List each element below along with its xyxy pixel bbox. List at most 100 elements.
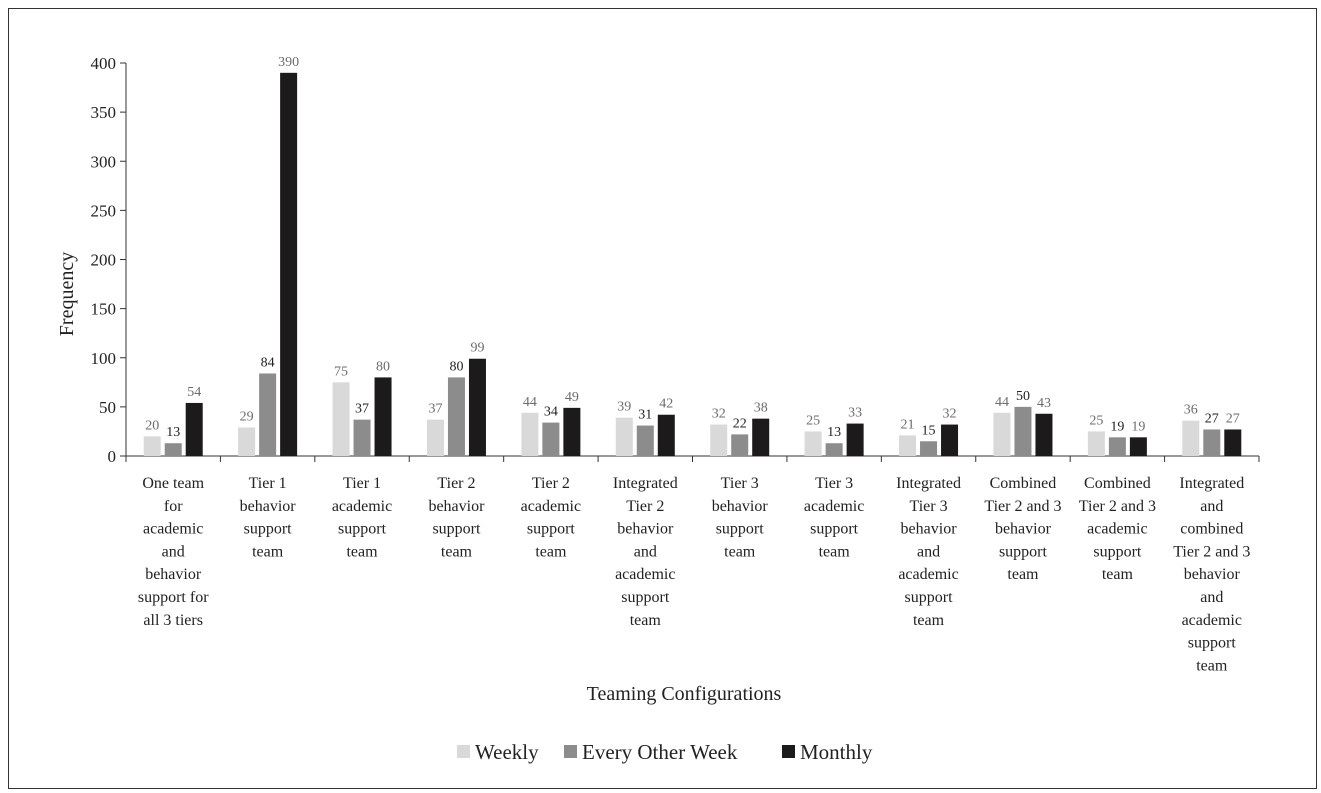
- x-tick-label-line: support: [527, 521, 576, 538]
- data-label: 25: [806, 413, 820, 428]
- x-tick-label-line: academic: [1182, 612, 1242, 629]
- bars: [143, 72, 1242, 456]
- x-tick-label: Integrated Tier 3 behavior and academic suppo…: [896, 475, 961, 629]
- x-tick-label-line: academic: [615, 566, 675, 583]
- bar-monthly: [185, 402, 203, 456]
- x-tick-label-line: academic: [332, 498, 392, 515]
- x-tick-label-line: team: [252, 543, 284, 560]
- x-tick-label-line: support: [810, 521, 859, 538]
- bar-every-other-week: [825, 443, 843, 456]
- x-tick-label: Tier 1 behavior support team: [240, 475, 297, 560]
- data-label: 22: [733, 416, 747, 431]
- data-label: 20: [145, 418, 159, 433]
- x-tick-label: Tier 3 behavior support team: [712, 475, 769, 560]
- data-label: 34: [544, 405, 558, 420]
- x-tick-label-line: team: [1196, 657, 1228, 674]
- data-label: 84: [261, 355, 275, 370]
- data-label: 37: [428, 402, 442, 417]
- data-label: 15: [922, 423, 936, 438]
- x-tick-label: Tier 2 behavior support team: [428, 475, 485, 560]
- legend-label: Weekly: [475, 740, 539, 764]
- x-tick-label-line: all 3 tiers: [143, 612, 203, 629]
- bar-every-other-week: [1014, 406, 1032, 456]
- bar-every-other-week: [259, 373, 277, 456]
- y-tick-label: 150: [91, 300, 117, 319]
- y-tick-label: 350: [91, 103, 117, 122]
- data-label: 80: [376, 359, 390, 374]
- bar-monthly: [752, 418, 770, 456]
- bar-every-other-week: [636, 425, 654, 456]
- data-label: 27: [1205, 411, 1219, 426]
- x-tick-label: One team for academic and behavior support fo…: [138, 475, 209, 629]
- x-tick-label-line: Tier 2: [532, 475, 570, 492]
- x-tick-label-line: support: [1188, 635, 1237, 652]
- y-tick-label: 400: [91, 54, 117, 73]
- x-tick-label: Tier 1 academic support team: [332, 475, 392, 560]
- x-axis: [125, 455, 1260, 462]
- x-tick-label-line: behavior: [240, 498, 297, 515]
- bar-monthly: [468, 358, 486, 456]
- legend: Weekly Every Other Week Monthly: [457, 740, 873, 764]
- legend-label: Monthly: [800, 740, 873, 764]
- x-tick-label-line: Tier 1: [249, 475, 287, 492]
- x-tick-label: Tier 3 academic support team: [804, 475, 864, 560]
- bar-monthly: [374, 377, 392, 456]
- x-axis-title: Teaming Configurations: [587, 683, 782, 705]
- x-tick-label-line: behavior: [1184, 566, 1241, 583]
- data-label: 44: [523, 395, 537, 410]
- x-tick-label-line: support: [999, 543, 1048, 560]
- x-tick-label-line: Tier 2 and 3: [1173, 543, 1250, 560]
- x-tick-label-line: One team: [142, 475, 204, 492]
- x-tick-label-line: behavior: [617, 521, 674, 538]
- bar-weekly: [238, 427, 256, 456]
- x-tick-label: Combined Tier 2 and 3 behavior support team: [984, 475, 1061, 583]
- x-tick-label-line: support: [1093, 543, 1142, 560]
- x-tick-label-line: team: [441, 543, 473, 560]
- x-tick-label-line: support: [905, 589, 954, 606]
- data-label: 54: [187, 385, 201, 400]
- x-tick-label-line: Tier 2 and 3: [984, 498, 1061, 515]
- x-tick-label-line: and: [1200, 589, 1223, 606]
- x-tick-label: Integrated and combined Tier 2 and 3 behavio…: [1173, 475, 1250, 674]
- data-label: 19: [1131, 419, 1145, 434]
- x-tick-label-line: Integrated: [1179, 475, 1244, 492]
- x-tick-label-line: and: [162, 543, 185, 560]
- data-label: 49: [565, 390, 579, 405]
- data-label: 75: [334, 364, 348, 379]
- x-tick-label: Integrated Tier 2 behavior and academic suppo…: [613, 475, 678, 629]
- data-label: 13: [166, 425, 180, 440]
- data-label: 42: [659, 397, 673, 412]
- y-tick-label: 0: [108, 447, 117, 466]
- x-tick-label-line: Tier 3: [815, 475, 853, 492]
- x-tick-label-line: team: [346, 543, 378, 560]
- y-tick-label: 200: [91, 251, 117, 270]
- data-label: 29: [240, 410, 254, 425]
- y-tick-label: 300: [91, 152, 117, 171]
- x-tick-label-line: team: [1007, 566, 1039, 583]
- bar-every-other-week: [542, 422, 560, 456]
- x-tick-label-line: academic: [1087, 521, 1147, 538]
- x-tick-label-line: Combined: [1084, 475, 1151, 492]
- y-tick-label: 50: [99, 398, 116, 417]
- bar-monthly: [1129, 437, 1147, 456]
- x-tick-label-line: and: [634, 543, 657, 560]
- bar-monthly: [941, 424, 959, 456]
- x-tick-label-line: and: [917, 543, 940, 560]
- data-label: 37: [355, 402, 369, 417]
- bar-every-other-week: [920, 441, 938, 456]
- bar-weekly: [899, 435, 917, 456]
- data-label: 390: [278, 55, 299, 70]
- x-tick-label-line: academic: [898, 566, 958, 583]
- x-tick-label-line: Tier 2: [437, 475, 475, 492]
- x-tick-label-line: behavior: [995, 521, 1052, 538]
- bar-weekly: [1182, 420, 1200, 456]
- x-tick-label-line: support: [244, 521, 293, 538]
- x-tick-label-line: team: [535, 543, 567, 560]
- bar-weekly: [710, 424, 728, 456]
- x-tick-label-line: Integrated: [896, 475, 961, 492]
- data-label: 13: [827, 425, 841, 440]
- x-tick-label-line: team: [819, 543, 851, 560]
- data-label: 50: [1016, 389, 1030, 404]
- data-label: 39: [617, 400, 631, 415]
- bar-every-other-week: [1108, 437, 1126, 456]
